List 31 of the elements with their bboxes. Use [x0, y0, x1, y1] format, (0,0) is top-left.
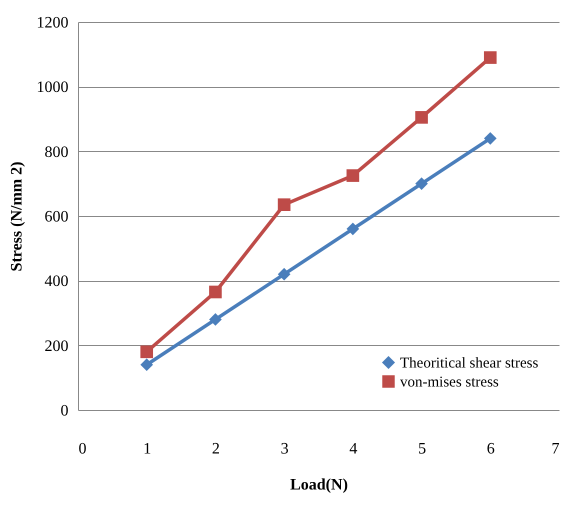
x-tick-label: 0	[78, 440, 86, 458]
x-tick-label: 5	[418, 440, 426, 458]
x-tick-label: 6	[486, 440, 495, 458]
y-tick-label: 800	[44, 144, 68, 161]
y-tick-label: 1200	[36, 14, 68, 32]
y-axis-title: Stress (N/mm 2)	[8, 162, 26, 272]
point	[278, 268, 290, 281]
legend-label: von-mises stress	[400, 374, 499, 390]
x-tick-label: 7	[552, 440, 560, 458]
point	[278, 198, 290, 212]
x-tick-label: 3	[280, 440, 289, 458]
point	[484, 132, 497, 145]
x-tick-label: 2	[212, 440, 220, 458]
point	[415, 177, 428, 190]
point	[484, 51, 497, 64]
point	[140, 345, 154, 358]
x-tick-label: 4	[349, 440, 358, 458]
y-tick-label: 200	[44, 338, 68, 355]
x-axis-title: Load(N)	[290, 476, 348, 494]
y-tick-label: 0	[60, 402, 68, 420]
point	[415, 111, 428, 124]
legend-label: Theoritical shear stress	[400, 356, 538, 372]
y-tick-label: 600	[44, 208, 68, 226]
y-tick-label: 400	[44, 273, 68, 290]
y-tick-label: 1000	[36, 79, 68, 96]
point	[209, 286, 222, 298]
point	[209, 313, 222, 326]
point	[346, 222, 360, 236]
x-tick-label: 1	[143, 440, 152, 458]
point	[140, 358, 154, 372]
point	[346, 169, 360, 182]
